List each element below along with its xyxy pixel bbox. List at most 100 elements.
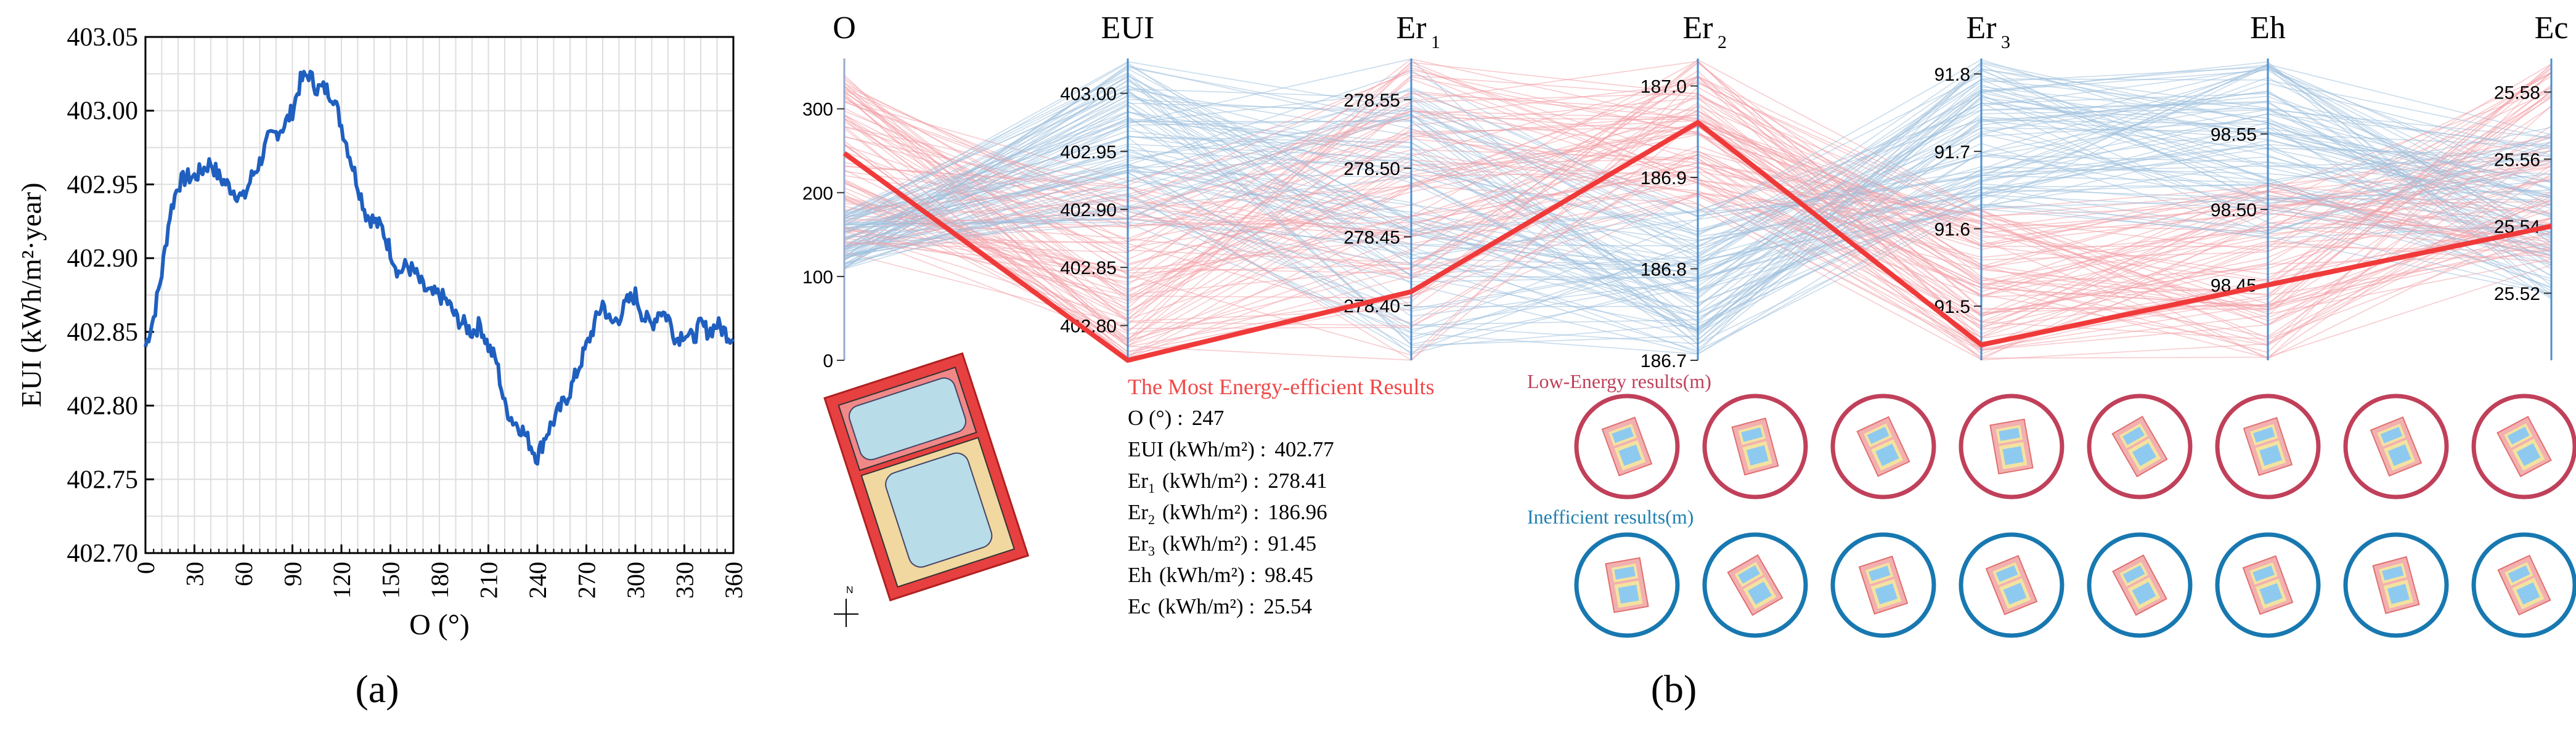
panel-label-b: (b): [1651, 667, 1697, 711]
thumbnail-building: [1989, 418, 2034, 475]
line-chart-panel: 0 30 60 90 120 150 180 210 240 270 300 330 360 402.70…: [15, 23, 748, 711]
result-thumbnail: [1574, 532, 1680, 638]
thumbnail-pool-south: [2259, 583, 2283, 605]
pc-tick-label: 0: [823, 351, 833, 371]
pc-axis-title: Ec: [2535, 10, 2569, 46]
site-plan: N: [823, 352, 1030, 627]
result-row: Eh (kWh/m²) : 98.45: [1128, 563, 1313, 587]
result-row-label: Er: [1128, 532, 1148, 556]
thumbnail-building: [1985, 555, 2038, 615]
pc-tick-label: 200: [802, 184, 833, 204]
result-row: Er3 (kWh/m²) : 91.45: [1128, 532, 1316, 559]
result-thumbnail: [1574, 394, 1680, 499]
x-tick-label: 60: [230, 562, 258, 586]
result-row-subscript: 3: [1148, 543, 1155, 559]
north-label: N: [846, 585, 854, 596]
pc-tick-label: 187.0: [1641, 77, 1687, 97]
pc-axis-subscript: 2: [1718, 32, 1727, 52]
thumbnail-pool-north: [2252, 565, 2275, 582]
pool-north: [849, 377, 967, 461]
thumbnail-pool-north: [2122, 565, 2145, 583]
pc-tick-label: 402.90: [1060, 200, 1117, 220]
x-tick-label: 150: [377, 562, 405, 599]
result-row-value: 247: [1192, 406, 1225, 430]
pc-tick-label: 25.56: [2494, 150, 2540, 170]
result-row: EUI (kWh/m²) : 402.77: [1128, 437, 1334, 461]
x-tick-label: 300: [622, 562, 650, 599]
pc-highlight-polyline: [842, 119, 2552, 363]
pc-axis-subscript: 1: [1431, 32, 1440, 52]
thumbnail-pool-south: [1618, 444, 1642, 466]
pc-tick-label: 91.6: [1934, 219, 1970, 240]
thumbnail-pool-north: [1741, 427, 1763, 442]
thumbnail-pool-south: [1618, 584, 1639, 604]
result-row-label: Er: [1128, 469, 1148, 493]
result-row-label: Ec: [1128, 594, 1151, 618]
result-thumbnail: [1702, 394, 1808, 499]
x-tick-label: 120: [328, 562, 356, 599]
result-row: Ec (kWh/m²) : 25.54: [1128, 594, 1312, 618]
pc-axis-title: Er: [1966, 10, 1996, 46]
thumbnail-building: [2497, 554, 2551, 616]
eui-series-line: [144, 70, 735, 466]
x-tick-label: 30: [181, 562, 209, 586]
pc-axis-title: Eh: [2250, 10, 2286, 46]
thumbnail-building: [2497, 416, 2552, 477]
pc-tick-label: 186.9: [1641, 168, 1687, 188]
result-row-unit: (kWh/m²) :: [1162, 469, 1259, 493]
pc-tick-label: 186.8: [1641, 260, 1687, 280]
y-tick-label: 402.90: [67, 245, 139, 273]
pc-tick-label: 98.55: [2211, 125, 2257, 145]
result-row-label: O (°) :: [1128, 406, 1183, 430]
thumbnail-pool-north: [1614, 566, 1636, 580]
y-tick-label: 403.05: [67, 23, 139, 52]
result-thumbnail: [1958, 394, 2064, 499]
thumbnail-pool-south: [2387, 584, 2410, 604]
pc-axis-subscript: 3: [2001, 32, 2010, 52]
result-row-unit: (kWh/m²) :: [1162, 500, 1259, 524]
result-row-value: 186.96: [1268, 500, 1327, 524]
result-thumbnail: [2215, 394, 2321, 499]
pc-axis-title: EUI: [1101, 10, 1155, 46]
thumbnail-pool-south: [2387, 444, 2411, 466]
thumbnail-pool-north: [1867, 426, 1889, 444]
x-tick-label: 180: [426, 562, 454, 599]
thumbnail-pool-south: [2516, 582, 2540, 605]
pc-tick-label: 100: [802, 267, 833, 288]
thumbnail-building: [2111, 415, 2168, 478]
thumbnail-pool-south: [2003, 583, 2027, 605]
result-row-value: 91.45: [1268, 532, 1316, 556]
thumbnail-building: [1601, 416, 1653, 477]
thumbnail-pool-south: [1748, 581, 1772, 605]
result-thumbnail: [2087, 394, 2193, 499]
pc-axis-title: Er: [1396, 10, 1426, 46]
pc-tick-label: 98.50: [2211, 200, 2257, 220]
result-thumbnail: [1702, 532, 1808, 638]
x-tick-label: 330: [671, 562, 699, 599]
thumbnail-pool-north: [1612, 427, 1634, 443]
pc-tick-label: 186.7: [1641, 351, 1687, 371]
inefficient-label: Inefficient results(m): [1527, 506, 1694, 528]
x-tick-label: 360: [720, 562, 748, 599]
x-tick-label: 90: [279, 562, 307, 586]
thumbnail-pool-south: [2132, 443, 2156, 466]
result-thumbnail: [1958, 532, 2064, 638]
result-thumbnail: [2343, 532, 2449, 638]
y-tick-label: 402.85: [67, 318, 139, 347]
parallel-coordinates-panel: O0100200300EUI402.80402.85402.90402.9540…: [802, 10, 2568, 371]
result-thumbnail: [2343, 394, 2449, 499]
thumbnail-pool-north: [2507, 426, 2530, 445]
thumbnail-pool-north: [2380, 427, 2403, 443]
result-thumbnail: [2087, 532, 2193, 638]
x-tick-label: 270: [573, 562, 601, 599]
pc-tick-label: 278.50: [1343, 159, 1400, 179]
thumbnail-building: [2370, 416, 2423, 477]
pc-tick-label: 402.95: [1060, 142, 1117, 163]
low-energy-row: [1574, 394, 2576, 499]
pc-tick-label: 91.8: [1934, 65, 1970, 85]
result-row-label: EUI (kWh/m²) :: [1128, 437, 1266, 461]
result-thumbnail: [2471, 532, 2576, 638]
thumbnail-pool-north: [1995, 565, 2018, 582]
